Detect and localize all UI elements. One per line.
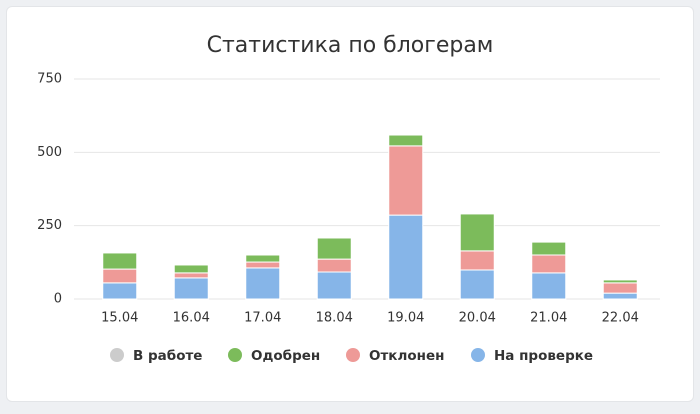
bar-segment (316, 258, 352, 273)
bar-segment (102, 282, 138, 300)
y-tick-label: 750 (37, 72, 62, 87)
bar-segment (602, 282, 638, 294)
bar-segment (316, 271, 352, 300)
x-tick-label: 16.04 (173, 311, 210, 326)
bar-segment (102, 268, 138, 284)
y-tick-label: 250 (37, 218, 62, 233)
y-tick-label: 500 (37, 145, 62, 160)
y-tick-label: 0 (54, 292, 62, 307)
bar-segment (459, 269, 495, 300)
bar-segment (531, 272, 567, 300)
x-tick-label: 22.04 (602, 311, 639, 326)
bar-segment (102, 252, 138, 270)
bar-segment (388, 145, 424, 216)
legend-label[interactable]: Отклонен (369, 348, 444, 364)
legend-label[interactable]: В работе (133, 348, 202, 364)
x-tick-label: 17.04 (244, 311, 281, 326)
bar-segment (459, 213, 495, 252)
bar-segment (316, 237, 352, 260)
bar-segment (245, 261, 281, 269)
legend-marker[interactable] (346, 348, 360, 362)
bar-segment (602, 279, 638, 284)
x-tick-label: 18.04 (316, 311, 353, 326)
card (6, 6, 694, 402)
bar-segment (388, 134, 424, 147)
bar-segment (245, 254, 281, 263)
bar-segment (531, 241, 567, 256)
legend-label[interactable]: На проверке (494, 348, 593, 364)
bar-segment (602, 292, 638, 300)
legend-marker[interactable] (471, 348, 485, 362)
legend-label[interactable]: Одобрен (251, 348, 320, 364)
bar-segment (173, 264, 209, 274)
bar-segment (245, 267, 281, 300)
x-tick-label: 15.04 (101, 311, 138, 326)
x-tick-label: 21.04 (530, 311, 567, 326)
x-tick-label: 19.04 (387, 311, 424, 326)
bar-segment (173, 277, 209, 300)
x-tick-label: 20.04 (459, 311, 496, 326)
legend-marker[interactable] (110, 348, 124, 362)
legend-marker[interactable] (228, 348, 242, 362)
bar-segment (173, 272, 209, 279)
bar-segment (388, 214, 424, 300)
chart-title: Статистика по блогерам (207, 33, 494, 58)
bar-segment (459, 250, 495, 271)
bar-segment (531, 254, 567, 274)
